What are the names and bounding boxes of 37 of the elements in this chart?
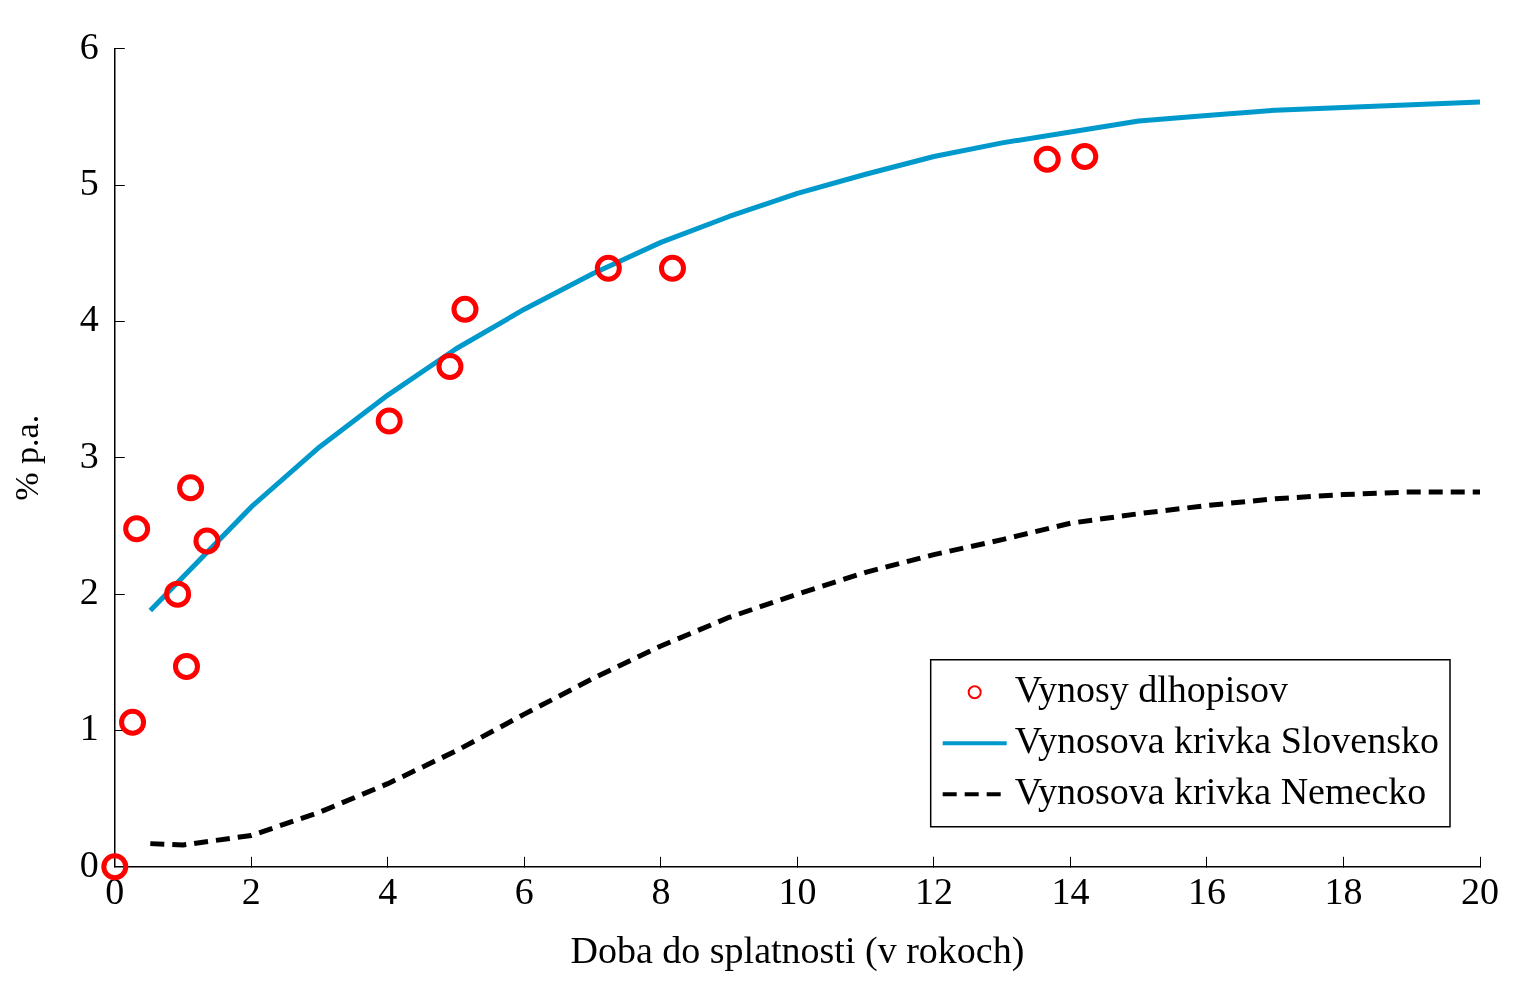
- y-tick-label: 5: [79, 161, 99, 204]
- legend-label: Vynosova krivka Nemecko: [1014, 770, 1427, 813]
- point: [172, 652, 200, 680]
- y-tick-label: 6: [79, 24, 99, 67]
- point: [193, 527, 221, 555]
- point: [1033, 145, 1061, 173]
- point: [1071, 143, 1099, 170]
- x-tick-label: 20: [1461, 869, 1499, 912]
- point: [375, 407, 403, 435]
- x-tick-label: 16: [1187, 869, 1226, 912]
- y-tick-label: 2: [79, 570, 99, 613]
- point: [164, 580, 192, 608]
- x-tick-label: 14: [1051, 869, 1090, 912]
- point: [123, 515, 151, 543]
- y-tick-label: 0: [79, 842, 99, 885]
- point: [658, 254, 686, 282]
- x-tick-label: 8: [651, 869, 671, 912]
- point: [436, 352, 464, 380]
- point: [594, 254, 622, 282]
- y-tick-label: 1: [79, 706, 99, 749]
- legend-label: Vynosova krivka Slovensko: [1014, 719, 1439, 762]
- x-tick-label: 18: [1324, 869, 1363, 912]
- x-axis-title: Doba do splatnosti (v rokoch): [570, 929, 1025, 973]
- x-tick-label: 6: [514, 869, 534, 912]
- point: [101, 853, 129, 881]
- x-tick-label: 12: [914, 869, 953, 912]
- point: [451, 295, 479, 323]
- x-tick-label: 10: [778, 869, 817, 912]
- x-tick-label: 2: [241, 869, 261, 912]
- x-tick-label: 0: [105, 869, 125, 912]
- point: [177, 474, 205, 502]
- point: [119, 708, 147, 736]
- y-axis-title: % p.a.: [8, 414, 46, 501]
- y-tick-label: 3: [79, 433, 99, 476]
- x-tick-label: 4: [378, 869, 398, 912]
- y-tick-label: 4: [79, 297, 99, 340]
- legend-label: Vynosy dlhopisov: [1014, 668, 1289, 711]
